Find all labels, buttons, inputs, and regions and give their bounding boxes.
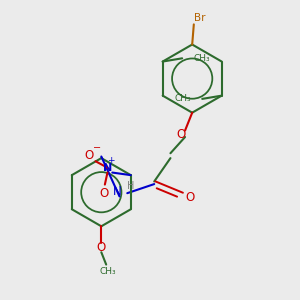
Text: O: O bbox=[84, 149, 94, 162]
Text: −: − bbox=[93, 143, 101, 153]
Text: +: + bbox=[107, 156, 115, 165]
Text: N: N bbox=[113, 185, 122, 198]
Text: H: H bbox=[127, 181, 134, 191]
Text: O: O bbox=[97, 241, 106, 254]
Text: O: O bbox=[176, 128, 186, 141]
Text: Br: Br bbox=[194, 13, 206, 23]
Text: CH₃: CH₃ bbox=[174, 94, 191, 103]
Text: N: N bbox=[103, 163, 112, 173]
Text: CH₃: CH₃ bbox=[194, 54, 210, 63]
Text: O: O bbox=[185, 190, 194, 204]
Text: O: O bbox=[100, 187, 109, 200]
Text: CH₃: CH₃ bbox=[100, 267, 116, 276]
